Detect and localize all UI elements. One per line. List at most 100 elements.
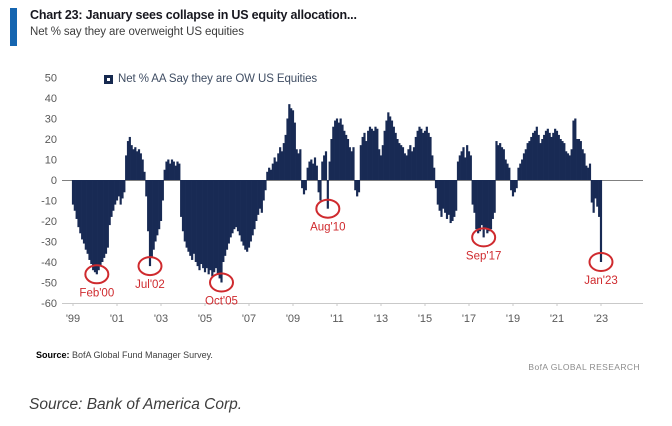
bar (411, 151, 414, 180)
bar (304, 180, 307, 191)
bar (401, 147, 405, 180)
bar (491, 180, 494, 219)
bar (92, 180, 95, 271)
x-tick-label: '11 (330, 313, 344, 325)
bar (319, 180, 322, 201)
y-tick-label: -60 (41, 298, 57, 310)
x-tick-label: '15 (418, 313, 432, 325)
bar (376, 128, 379, 180)
bar (236, 180, 240, 232)
bar (357, 180, 361, 193)
bar (185, 180, 188, 248)
bar (361, 136, 364, 180)
bar (510, 180, 513, 191)
bar (269, 169, 273, 180)
bar (209, 180, 212, 271)
bar (418, 126, 421, 180)
annotation-circle (315, 198, 341, 219)
y-tick-label: -50 (41, 278, 57, 290)
bar (132, 149, 135, 180)
bar (409, 145, 412, 180)
bar (216, 180, 219, 275)
bar (262, 180, 265, 201)
bar (588, 163, 592, 180)
bar (233, 180, 236, 230)
y-tick-label: -30 (41, 237, 57, 249)
bar (161, 180, 164, 201)
bar (581, 149, 584, 180)
bar (79, 180, 82, 234)
bar (480, 180, 483, 226)
bar (301, 180, 304, 189)
bar (394, 132, 397, 180)
bar (158, 180, 161, 230)
bar (125, 155, 128, 180)
chart-title: Chart 23: January sees collapse in US eq… (30, 8, 357, 22)
legend-label: Net % AA Say they are OW US Equities (118, 73, 318, 85)
legend: Net % AA Say they are OW US Equities (104, 73, 317, 85)
bar (211, 180, 214, 277)
bar (180, 180, 183, 217)
annotation-label: Jul'02 (135, 279, 165, 291)
bar (75, 180, 78, 219)
bar (526, 143, 529, 180)
bar (405, 155, 408, 180)
bar (541, 139, 544, 180)
chart-header: Chart 23: January sees collapse in US eq… (10, 8, 357, 46)
y-tick-label: 40 (45, 93, 57, 105)
bar (528, 141, 531, 180)
bar (495, 141, 498, 180)
bar (134, 147, 137, 180)
bar (73, 180, 76, 211)
source-note: Source: BofA Global Fund Manager Survey. (36, 350, 213, 360)
bar (400, 145, 403, 180)
bar (126, 141, 130, 180)
bar (240, 180, 243, 242)
brand-mark: BofA GLOBAL RESEARCH (528, 362, 640, 372)
bar (104, 180, 108, 254)
bar (379, 155, 383, 180)
annotation-label: Oct'05 (205, 296, 238, 308)
bar (227, 180, 230, 244)
bar (224, 180, 227, 256)
bar (137, 149, 141, 180)
bar (533, 130, 537, 180)
bar (385, 120, 388, 180)
bar (513, 180, 516, 193)
bar (112, 180, 115, 211)
bar (554, 128, 557, 180)
bar (585, 165, 588, 180)
bar (398, 143, 401, 180)
chart-panel: '99 '01 '03 '05 '07 '09 '11 '13 '15 '17 '19 '21 '23 5… (10, 8, 643, 372)
bar (81, 180, 84, 240)
bar (339, 118, 342, 180)
bar (576, 139, 579, 180)
bar (423, 130, 427, 180)
bar (559, 139, 562, 180)
bar (326, 180, 329, 209)
bar (119, 180, 122, 205)
source-label: Source: (36, 350, 70, 360)
bar (99, 180, 102, 267)
annotation-label: Sep'17 (466, 250, 501, 262)
bar (563, 143, 566, 180)
bar (396, 139, 399, 180)
bar (258, 180, 262, 209)
bar (451, 180, 454, 221)
x-tick-label: '01 (110, 313, 124, 325)
bar (253, 180, 256, 230)
bar (334, 120, 337, 180)
bar (178, 163, 181, 180)
bar (312, 163, 315, 180)
bar (187, 180, 190, 252)
bar (150, 180, 153, 258)
bar (251, 180, 254, 236)
x-tick-label: '13 (374, 313, 388, 325)
x-tick-label: '09 (286, 313, 300, 325)
bar (389, 116, 392, 180)
bar (284, 134, 287, 180)
bar (381, 145, 384, 180)
bar (170, 159, 174, 180)
bar (486, 180, 489, 234)
bar (352, 147, 355, 180)
